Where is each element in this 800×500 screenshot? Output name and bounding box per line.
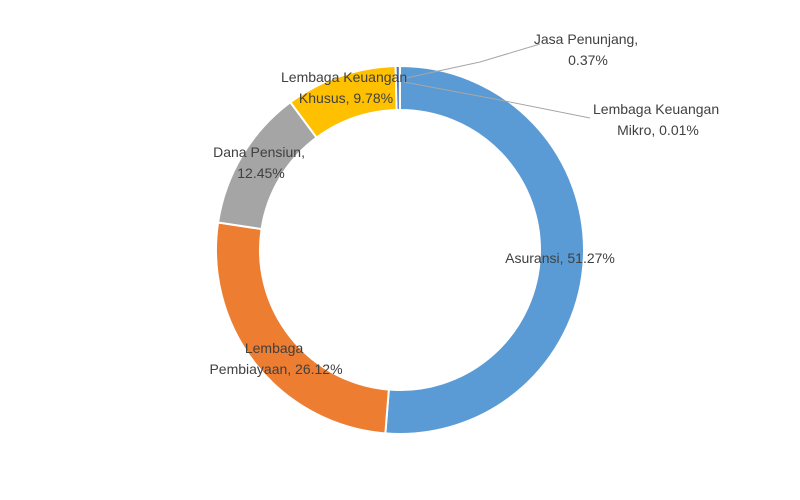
data-label-asuransi: Asuransi, 51.27% (505, 250, 615, 266)
doughnut-slices (215, 64, 585, 435)
slice-lembaga-pembiayaan (215, 221, 390, 435)
data-label-lembaga-keuangan-mikro: Lembaga Keuangan Mikro, 0.01% (593, 101, 723, 138)
leader-line-lembaga-keuangan-mikro (403, 81, 591, 119)
data-label-lembaga-keuangan-khusus: Lembaga Keuangan Khusus, 9.78% (281, 69, 411, 106)
data-label-lembaga-pembiayaan: Lembaga Pembiayaan, 26.12% (209, 340, 342, 377)
data-labels: Asuransi, 51.27% Lembaga Pembiayaan, 26.… (209, 31, 723, 377)
data-label-jasa-penunjang: Jasa Penunjang, 0.37% (534, 31, 642, 68)
slice-asuransi (384, 64, 585, 435)
data-label-dana-pensiun: Dana Pensiun, 12.45% (213, 144, 309, 181)
leader-line-jasa-penunjang (405, 43, 541, 79)
leader-lines (403, 43, 591, 119)
